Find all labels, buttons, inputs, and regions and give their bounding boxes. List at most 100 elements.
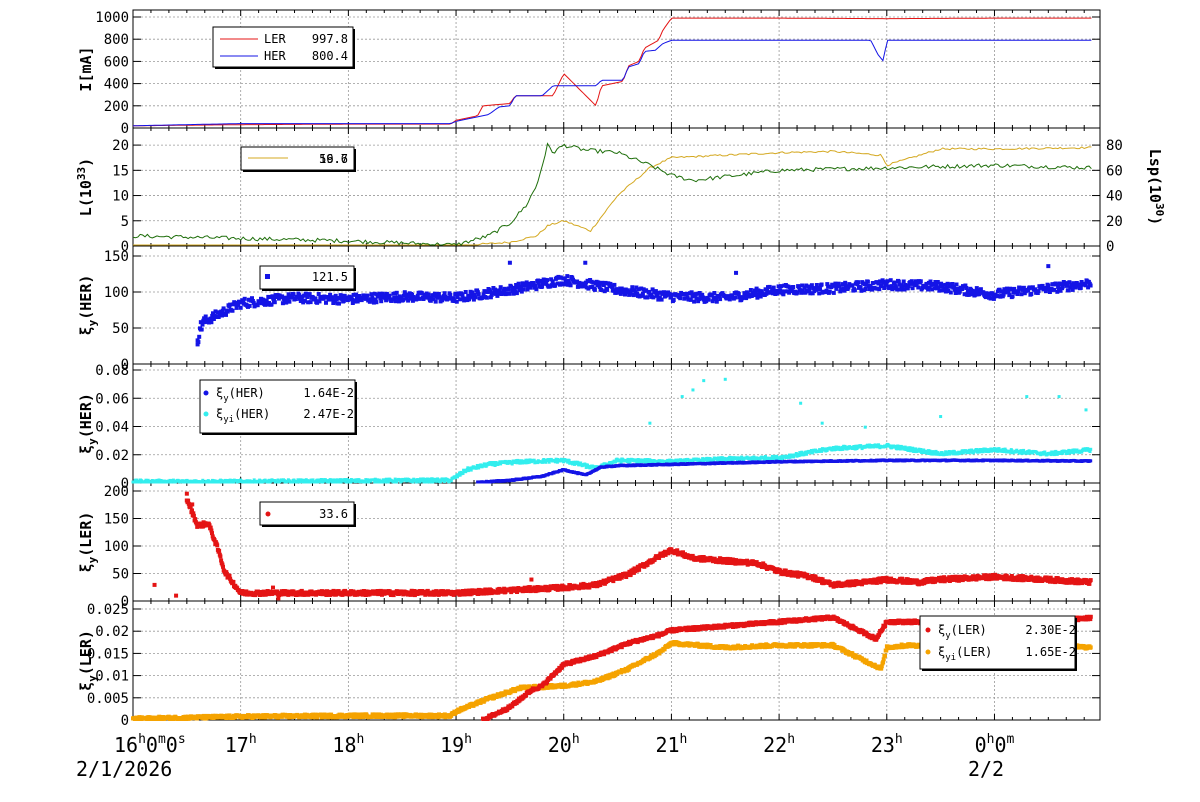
data-point bbox=[832, 291, 836, 295]
data-point bbox=[545, 278, 549, 282]
y-tick-label: 50 bbox=[112, 567, 129, 583]
data-point bbox=[565, 274, 569, 278]
y-tick-label: 0.02 bbox=[95, 624, 129, 640]
data-point bbox=[239, 306, 243, 310]
data-point bbox=[215, 543, 219, 547]
data-point-outlier bbox=[821, 422, 824, 425]
y-tick-label: 5 bbox=[121, 214, 129, 230]
data-point-outlier bbox=[196, 338, 200, 342]
y-right-tick-label: 0 bbox=[1106, 239, 1114, 255]
data-point bbox=[1011, 294, 1015, 298]
data-point bbox=[678, 296, 682, 300]
y-tick-label: 100 bbox=[104, 539, 129, 555]
y-right-tick-label: 40 bbox=[1106, 189, 1123, 205]
data-point-outlier bbox=[1046, 264, 1050, 268]
y-tick-label: 15 bbox=[112, 163, 129, 179]
y-tick-label: 600 bbox=[104, 54, 129, 70]
data-point bbox=[1089, 448, 1092, 451]
data-point bbox=[395, 291, 399, 295]
y-right-tick-label: 80 bbox=[1106, 138, 1123, 154]
data-point bbox=[287, 300, 291, 304]
data-point bbox=[856, 280, 860, 284]
y-tick-label: 50 bbox=[112, 321, 129, 337]
data-point bbox=[1089, 459, 1092, 462]
y-tick-label: 0.04 bbox=[95, 420, 129, 436]
y-axis-label-main: ξ bbox=[77, 563, 95, 572]
data-point bbox=[853, 288, 857, 292]
y-tick-label: 200 bbox=[104, 484, 129, 500]
data-point bbox=[949, 291, 953, 295]
y-right-axis-label-sup: 30 bbox=[1153, 203, 1166, 216]
data-point bbox=[521, 288, 525, 292]
data-point-outlier bbox=[724, 378, 727, 381]
y-tick-label: 400 bbox=[104, 77, 129, 93]
data-point bbox=[820, 283, 824, 287]
data-point bbox=[231, 309, 235, 313]
data-point bbox=[955, 283, 959, 287]
data-point bbox=[734, 296, 738, 300]
data-point-outlier bbox=[691, 388, 694, 391]
data-point bbox=[593, 288, 597, 292]
data-point bbox=[707, 298, 711, 302]
data-point bbox=[485, 296, 489, 300]
y-tick-label: 100 bbox=[104, 285, 129, 301]
y-tick-label: 150 bbox=[104, 249, 129, 265]
data-point bbox=[231, 580, 235, 584]
data-point bbox=[605, 288, 609, 292]
y-axis-label-tail: ) bbox=[77, 158, 95, 167]
data-point-outlier bbox=[583, 261, 587, 265]
data-point bbox=[1029, 292, 1033, 296]
data-point bbox=[772, 286, 776, 290]
data-point bbox=[464, 290, 468, 294]
data-point-outlier bbox=[681, 395, 684, 398]
y-axis-label-main: L(10 bbox=[77, 180, 95, 216]
data-point bbox=[374, 300, 378, 304]
data-point bbox=[477, 292, 481, 296]
data-point bbox=[337, 302, 341, 306]
data-point bbox=[197, 335, 201, 339]
data-point bbox=[791, 285, 795, 289]
data-point bbox=[243, 297, 247, 301]
y-axis-label-main: ξ bbox=[77, 445, 95, 454]
data-point bbox=[387, 294, 391, 298]
data-point-outlier bbox=[1085, 408, 1088, 411]
data-point bbox=[672, 298, 676, 302]
y-right-tick-label: 60 bbox=[1106, 163, 1123, 179]
data-point bbox=[273, 300, 277, 304]
y-axis-label-tail: (LER) bbox=[77, 512, 95, 557]
y-tick-label: 1000 bbox=[95, 10, 129, 26]
data-point bbox=[843, 281, 847, 285]
y-right-axis-label-tail: ) bbox=[1146, 216, 1164, 225]
y-axis-label-tail: (HER) bbox=[77, 275, 95, 320]
y-tick-label: 0.025 bbox=[87, 602, 129, 618]
data-point bbox=[637, 568, 641, 572]
data-point bbox=[828, 290, 832, 294]
y-axis-label-main: ξ bbox=[77, 682, 95, 691]
data-point bbox=[569, 283, 573, 287]
data-point bbox=[737, 292, 741, 296]
y-axis-label-main: I[mA] bbox=[77, 46, 95, 91]
y-tick-label: 0.08 bbox=[95, 363, 129, 379]
y-tick-label: 20 bbox=[112, 138, 129, 154]
data-point bbox=[866, 280, 870, 284]
data-point bbox=[434, 300, 438, 304]
y-tick-label: 150 bbox=[104, 512, 129, 528]
y-tick-label: 0.02 bbox=[95, 448, 129, 464]
y-axis-label-tail: (LER) bbox=[77, 630, 95, 675]
data-point bbox=[902, 280, 906, 284]
y-axis-label-sup: 33 bbox=[75, 167, 88, 180]
y-tick-label: 0 bbox=[121, 121, 129, 137]
data-point bbox=[499, 285, 503, 289]
y-tick-label: 0.01 bbox=[95, 669, 129, 685]
y-tick-label: 200 bbox=[104, 99, 129, 115]
data-point bbox=[718, 297, 722, 301]
data-point-outlier bbox=[1025, 395, 1028, 398]
y-tick-label: 0.06 bbox=[95, 391, 129, 407]
y-axis-label-main: ξ bbox=[77, 326, 95, 335]
data-point-outlier bbox=[1058, 395, 1061, 398]
data-point-outlier bbox=[799, 402, 802, 405]
y-right-tick-label: 20 bbox=[1106, 214, 1123, 230]
data-point bbox=[379, 299, 383, 303]
